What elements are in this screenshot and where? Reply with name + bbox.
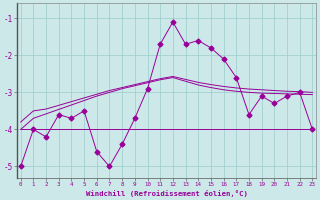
X-axis label: Windchill (Refroidissement éolien,°C): Windchill (Refroidissement éolien,°C): [85, 190, 247, 197]
